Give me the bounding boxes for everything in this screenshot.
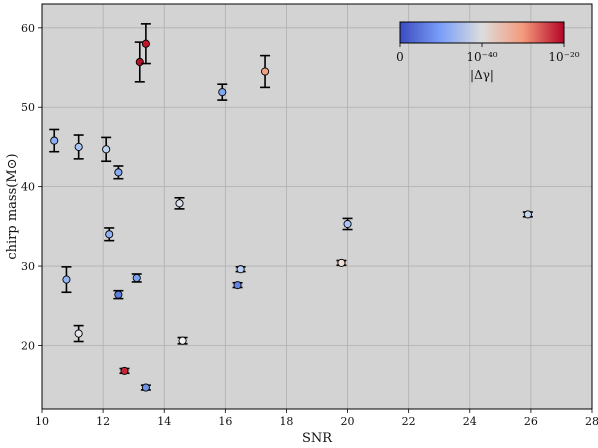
- data-point-group: [73, 324, 84, 343]
- x-tick-label: 10: [35, 415, 49, 428]
- data-point: [337, 258, 346, 267]
- data-point-group: [73, 134, 84, 160]
- data-point: [114, 290, 123, 299]
- x-tick-label: 22: [402, 415, 416, 428]
- data-point-group: [174, 196, 185, 210]
- data-point-group: [49, 128, 60, 153]
- data-point: [135, 57, 144, 67]
- data-point-group: [342, 217, 353, 231]
- data-point: [343, 219, 352, 229]
- colorbar-tick-label: 0: [396, 50, 404, 64]
- data-point-group: [260, 54, 271, 89]
- data-point-group: [131, 273, 142, 283]
- data-point-group: [140, 23, 151, 65]
- data-point: [120, 366, 129, 375]
- data-point-group: [522, 210, 533, 219]
- colorbar: [399, 21, 565, 44]
- x-tick-label: 16: [218, 415, 232, 428]
- data-point: [105, 230, 114, 239]
- data-point-group: [235, 265, 246, 274]
- data-point-group: [119, 366, 130, 375]
- data-point-group: [140, 383, 151, 392]
- data-point: [74, 329, 83, 338]
- y-axis-title: chirp mass(M⊙): [5, 153, 20, 259]
- data-point-group: [101, 136, 112, 163]
- data-point: [233, 281, 242, 290]
- data-point: [523, 210, 532, 219]
- x-tick-label: 12: [96, 415, 110, 428]
- y-tick-label: 30: [21, 260, 35, 273]
- data-point: [141, 383, 150, 392]
- data-point: [50, 136, 59, 145]
- x-tick-label: 26: [524, 415, 538, 428]
- data-point-group: [336, 258, 347, 267]
- colorbar-tick-label: 10⁻²⁰: [548, 50, 579, 64]
- data-point-group: [232, 281, 243, 290]
- data-point: [261, 67, 270, 76]
- data-point-group: [177, 336, 188, 345]
- data-point: [74, 142, 83, 151]
- data-point: [218, 88, 227, 97]
- data-point-group: [104, 227, 115, 242]
- plot-background: [42, 4, 592, 409]
- colorbar-tick-label: 10⁻⁴⁰: [466, 50, 497, 64]
- x-tick-label: 20: [341, 415, 355, 428]
- plot-frame: [41, 3, 593, 410]
- x-tick-label: 28: [585, 415, 598, 428]
- y-tick-label: 50: [21, 101, 35, 114]
- data-point: [178, 336, 187, 345]
- data-point: [141, 39, 150, 48]
- data-point: [102, 145, 111, 154]
- data-point: [175, 199, 184, 208]
- y-tick-label: 20: [21, 339, 35, 352]
- x-axis-title: SNR: [302, 431, 333, 446]
- y-tick-label: 40: [21, 181, 35, 194]
- data-point: [236, 265, 245, 274]
- colorbar-label: |Δγ|: [470, 68, 494, 82]
- data-point: [132, 273, 141, 283]
- data-point-group: [217, 83, 228, 101]
- data-point-group: [61, 266, 72, 294]
- data-point-group: [113, 165, 124, 180]
- data-point: [62, 275, 71, 284]
- x-tick-label: 24: [463, 415, 477, 428]
- y-tick-label: 60: [21, 22, 35, 35]
- x-tick-label: 14: [157, 415, 171, 428]
- data-point: [114, 168, 123, 177]
- data-point-group: [113, 289, 124, 300]
- x-tick-label: 18: [279, 415, 293, 428]
